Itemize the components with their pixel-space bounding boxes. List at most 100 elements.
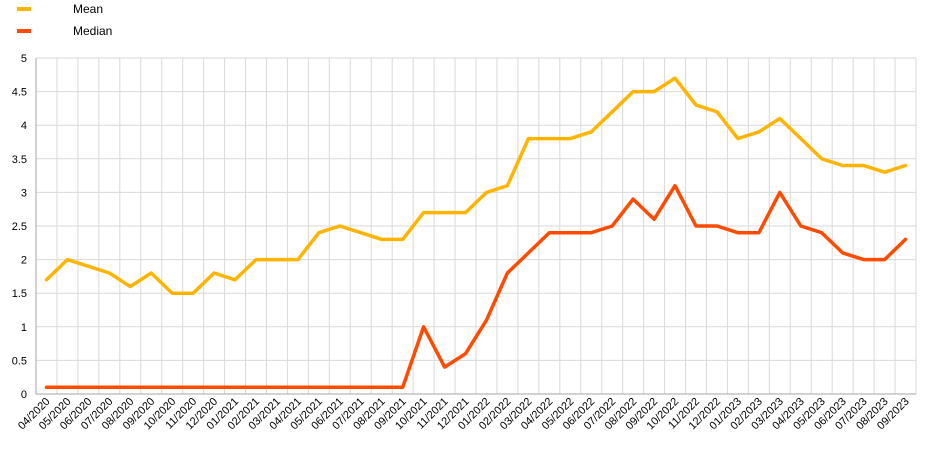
data-point-mean — [170, 291, 174, 295]
data-point-median — [401, 385, 405, 389]
data-point-mean — [841, 164, 845, 168]
y-tick-label: 2 — [21, 255, 27, 267]
data-point-median — [317, 385, 321, 389]
y-tick-label: 4.5 — [12, 87, 27, 99]
data-point-median — [338, 385, 342, 389]
data-point-median — [107, 385, 111, 389]
data-point-median — [86, 385, 90, 389]
data-point-median — [254, 385, 258, 389]
data-point-median — [568, 231, 572, 235]
data-point-mean — [673, 76, 677, 80]
data-point-median — [233, 385, 237, 389]
data-point-median — [464, 352, 468, 356]
data-point-median — [484, 318, 488, 322]
data-point-mean — [610, 110, 614, 114]
y-tick-label: 3.5 — [12, 154, 27, 166]
axes — [35, 58, 916, 395]
legend: Mean Median — [17, 2, 112, 38]
data-point-median — [526, 251, 530, 255]
data-point-mean — [757, 130, 761, 134]
data-point-median — [128, 385, 132, 389]
data-point-mean — [254, 258, 258, 262]
data-point-median — [443, 365, 447, 369]
data-point-mean — [338, 224, 342, 228]
data-point-median — [862, 258, 866, 262]
data-point-mean — [380, 237, 384, 241]
data-point-mean — [526, 137, 530, 141]
data-point-mean — [589, 130, 593, 134]
data-point-median — [778, 190, 782, 194]
data-point-mean — [547, 137, 551, 141]
series-lines — [44, 76, 908, 390]
y-tick-label: 5 — [21, 53, 27, 65]
series-line-median — [44, 183, 908, 390]
data-point-mean — [65, 258, 69, 262]
data-point-mean — [631, 90, 635, 94]
data-point-mean — [107, 271, 111, 275]
data-point-median — [505, 271, 509, 275]
data-point-mean — [296, 258, 300, 262]
data-point-mean — [422, 211, 426, 215]
data-point-mean — [862, 164, 866, 168]
data-point-mean — [212, 271, 216, 275]
y-tick-label: 4 — [21, 120, 27, 132]
data-point-mean — [736, 137, 740, 141]
data-point-mean — [191, 291, 195, 295]
data-point-median — [44, 385, 48, 389]
gridlines — [36, 57, 917, 394]
y-tick-label: 2.5 — [12, 221, 27, 233]
data-point-mean — [505, 184, 509, 188]
legend-label-median: Median — [73, 24, 112, 38]
data-point-mean — [484, 190, 488, 194]
data-point-mean — [275, 258, 279, 262]
y-tick-label: 3 — [21, 187, 27, 199]
data-point-mean — [233, 278, 237, 282]
y-tick-label: 0.5 — [12, 355, 27, 367]
data-point-mean — [820, 157, 824, 161]
data-point-mean — [568, 137, 572, 141]
data-point-mean — [652, 90, 656, 94]
data-point-mean — [799, 137, 803, 141]
legend-label-mean: Mean — [73, 2, 103, 16]
data-point-mean — [778, 116, 782, 120]
data-point-mean — [464, 211, 468, 215]
data-point-mean — [149, 271, 153, 275]
data-point-median — [757, 231, 761, 235]
y-tick-label: 1.5 — [12, 288, 27, 300]
data-point-mean — [44, 278, 48, 282]
data-point-median — [296, 385, 300, 389]
data-point-median — [799, 224, 803, 228]
data-point-median — [65, 385, 69, 389]
data-point-mean — [715, 110, 719, 114]
data-point-mean — [904, 164, 908, 168]
series-line-mean — [44, 76, 908, 295]
data-point-median — [673, 184, 677, 188]
data-point-median — [359, 385, 363, 389]
data-point-mean — [86, 264, 90, 268]
data-point-median — [275, 385, 279, 389]
data-point-median — [149, 385, 153, 389]
data-point-median — [631, 197, 635, 201]
data-point-mean — [359, 231, 363, 235]
data-point-median — [212, 385, 216, 389]
data-point-median — [380, 385, 384, 389]
y-tick-label: 1 — [21, 322, 27, 334]
data-point-median — [610, 224, 614, 228]
data-point-median — [589, 231, 593, 235]
data-point-median — [422, 325, 426, 329]
data-point-median — [841, 251, 845, 255]
data-point-median — [694, 224, 698, 228]
data-point-median — [170, 385, 174, 389]
y-axis-tick-labels: 0 0.5 1 1.5 2 2.5 3 3.5 4 4.5 5 — [12, 53, 27, 401]
data-point-median — [904, 237, 908, 241]
data-point-mean — [883, 170, 887, 174]
data-point-median — [547, 231, 551, 235]
data-point-mean — [128, 284, 132, 288]
data-point-mean — [694, 103, 698, 107]
data-point-median — [820, 231, 824, 235]
data-point-median — [883, 258, 887, 262]
data-point-median — [191, 385, 195, 389]
data-point-mean — [317, 231, 321, 235]
data-point-mean — [443, 211, 447, 215]
